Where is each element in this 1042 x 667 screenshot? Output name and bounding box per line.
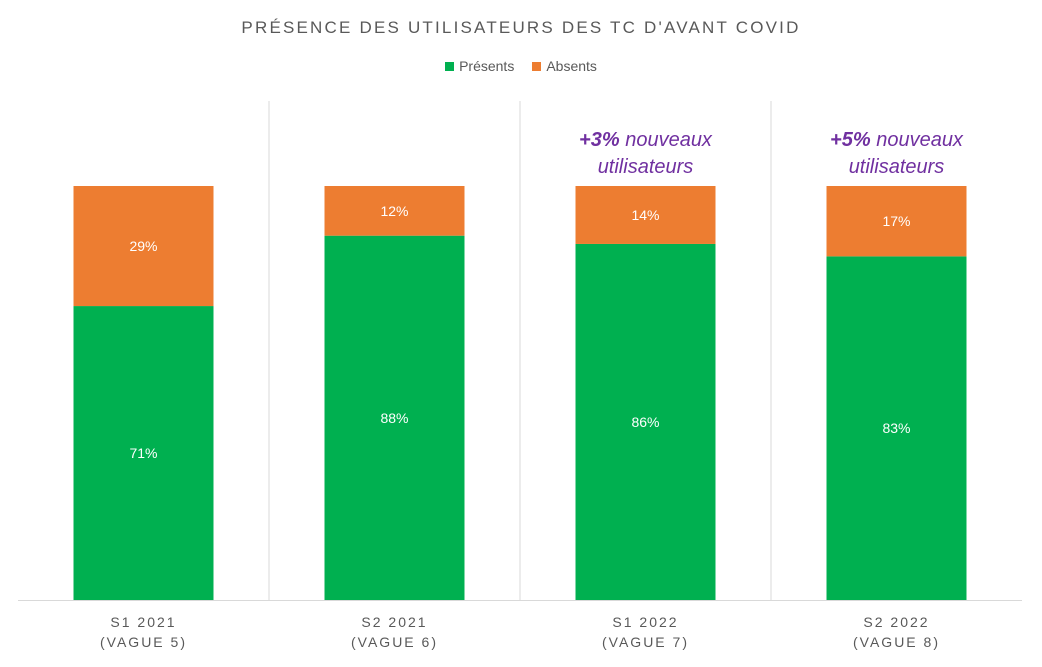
annotation-line: utilisateurs <box>848 156 945 178</box>
bar-prsents-2 <box>575 243 716 600</box>
x-tick-label-line: S1 2022 <box>612 614 679 630</box>
annotation-new-users: +5% nouveaux utilisateurs <box>772 127 1022 181</box>
data-label: 71% <box>129 445 157 461</box>
data-label: 86% <box>631 414 659 430</box>
annotation-line: utilisateurs <box>597 156 694 178</box>
data-label: 17% <box>882 213 910 229</box>
data-label: 83% <box>882 420 910 436</box>
x-tick-label: S1 2021 (VAGUE 5) <box>19 612 269 652</box>
bar-absents-2 <box>575 186 716 244</box>
x-tick-label: S2 2022 (VAGUE 8) <box>772 612 1022 652</box>
bar-prsents-1 <box>324 235 465 600</box>
data-label: 29% <box>129 238 157 254</box>
legend-swatch-presents <box>445 61 455 71</box>
x-tick-label-line: S2 2022 <box>863 614 930 630</box>
data-label: 88% <box>380 410 408 426</box>
x-tick-label-line: (VAGUE 5) <box>100 634 187 650</box>
annotation-text: nouveaux <box>619 129 712 151</box>
data-label: 12% <box>380 203 408 219</box>
legend-label-absents: Absents <box>546 58 597 74</box>
x-tick-label: S1 2022 (VAGUE 7) <box>521 612 771 652</box>
chart-title: PRÉSENCE DES UTILISATEURS DES TC D'AVANT… <box>241 18 801 37</box>
annotation-percent: +3% <box>579 129 620 151</box>
x-tick-label-line: S2 2021 <box>361 614 428 630</box>
x-tick-label: S2 2021 (VAGUE 6) <box>270 612 520 652</box>
bar-prsents-0 <box>73 306 214 600</box>
x-tick-label-line: (VAGUE 8) <box>853 634 940 650</box>
x-tick-label-line: S1 2021 <box>110 614 177 630</box>
x-tick-label-line: (VAGUE 6) <box>351 634 438 650</box>
annotation-percent: +5% <box>830 129 871 151</box>
legend-item-presents: Présents <box>445 58 514 74</box>
bar-absents-0 <box>73 186 214 307</box>
annotation-line: +5% nouveaux <box>772 127 1022 154</box>
annotation-new-users: +3% nouveaux utilisateurs <box>521 127 771 181</box>
legend: Présents Absents <box>0 58 1042 74</box>
legend-item-absents: Absents <box>532 58 597 74</box>
x-tick-label-line: (VAGUE 7) <box>602 634 689 650</box>
bar-prsents-3 <box>826 256 967 600</box>
annotation-line: +3% nouveaux <box>521 127 771 154</box>
bar-absents-3 <box>826 186 967 257</box>
data-label: 14% <box>631 207 659 223</box>
legend-swatch-absents <box>532 61 542 71</box>
legend-label-presents: Présents <box>459 58 515 74</box>
annotation-text: nouveaux <box>870 129 963 151</box>
bar-absents-1 <box>324 186 465 236</box>
